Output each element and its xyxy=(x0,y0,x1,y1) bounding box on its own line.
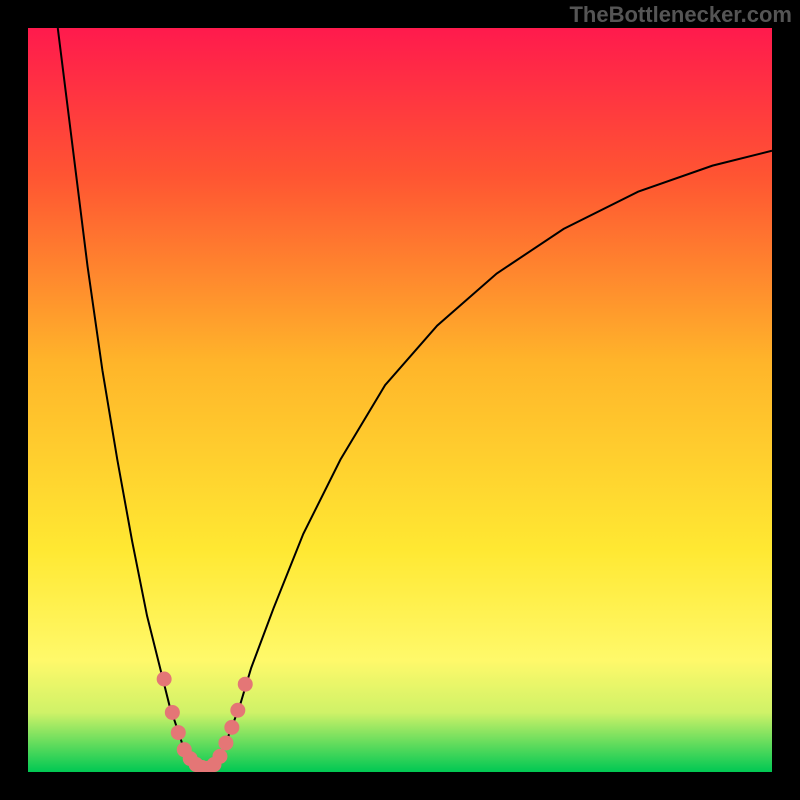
data-marker xyxy=(213,749,227,763)
data-marker xyxy=(219,736,233,750)
data-marker xyxy=(225,720,239,734)
data-marker xyxy=(171,726,185,740)
data-marker xyxy=(165,705,179,719)
data-marker xyxy=(157,672,171,686)
chart-background xyxy=(28,28,772,772)
data-marker xyxy=(231,703,245,717)
bottleneck-chart xyxy=(28,28,772,772)
watermark-text: TheBottlenecker.com xyxy=(569,2,792,28)
data-marker xyxy=(238,677,252,691)
